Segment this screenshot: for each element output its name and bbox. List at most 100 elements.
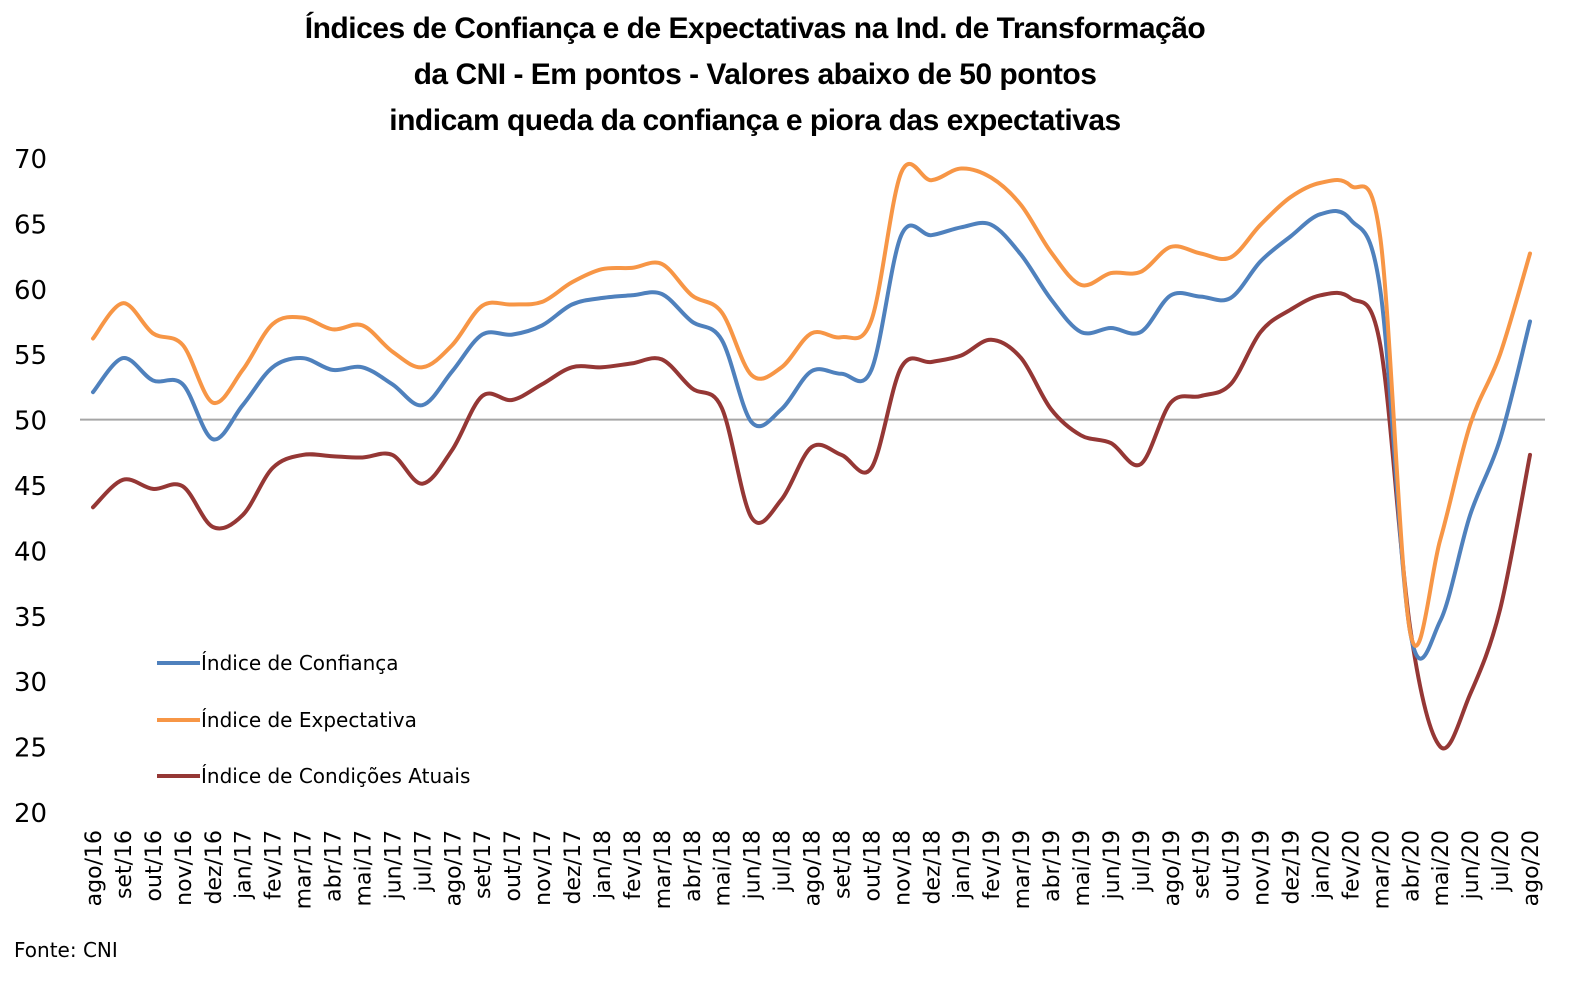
data-point-indice-de-condicoes-atuais: [1079, 433, 1083, 437]
data-point-indice-de-confianca: [211, 437, 215, 441]
data-point-indice-de-confianca: [420, 403, 424, 407]
data-point-indice-de-expectativa: [1498, 352, 1502, 356]
data-point-indice-de-condicoes-atuais: [750, 516, 754, 520]
x-tick-label: jan/18: [591, 830, 616, 900]
data-point-indice-de-confianca: [1318, 212, 1322, 216]
x-tick-label: set/16: [112, 830, 137, 899]
data-point-indice-de-confianca: [1378, 288, 1382, 292]
data-point-indice-de-confianca: [450, 369, 454, 373]
y-tick-label: 40: [14, 537, 47, 567]
data-point-indice-de-condicoes-atuais: [780, 497, 784, 501]
x-tick-label: abr/17: [322, 830, 347, 902]
x-tick-label: mar/18: [651, 830, 676, 909]
data-point-indice-de-expectativa: [1408, 631, 1412, 635]
data-point-indice-de-confianca: [1199, 295, 1203, 299]
data-point-indice-de-expectativa: [91, 337, 95, 341]
data-point-indice-de-condicoes-atuais: [1259, 330, 1263, 334]
data-point-indice-de-condicoes-atuais: [1169, 401, 1173, 405]
x-tick-label: out/16: [142, 830, 167, 901]
legend-label: Índice de Condições Atuais: [201, 764, 470, 788]
data-point-indice-de-condicoes-atuais: [510, 398, 514, 402]
x-tick-label: jul/17: [411, 830, 436, 893]
data-point-indice-de-confianca: [959, 225, 963, 229]
data-point-indice-de-confianca: [301, 356, 305, 360]
data-point-indice-de-confianca: [360, 365, 364, 369]
data-point-indice-de-confianca: [780, 407, 784, 411]
x-tick-label: set/19: [1190, 830, 1215, 899]
data-point-indice-de-condicoes-atuais: [1528, 453, 1532, 457]
data-point-indice-de-confianca: [121, 356, 125, 360]
x-tick-label: nov/19: [1250, 830, 1275, 906]
data-point-indice-de-expectativa: [750, 373, 754, 377]
data-point-indice-de-confianca: [1139, 330, 1143, 334]
x-tick-label: jun/17: [381, 830, 406, 900]
data-point-indice-de-expectativa: [151, 331, 155, 335]
data-point-indice-de-confianca: [1289, 234, 1293, 238]
x-axis: ago/16 set/16 out/16 nov/16 dez/16 jan/17 fev/…: [82, 830, 1544, 909]
data-point-indice-de-expectativa: [1438, 538, 1442, 542]
x-tick-label: ago/20: [1519, 830, 1544, 906]
data-point-indice-de-expectativa: [1079, 283, 1083, 287]
data-point-indice-de-confianca: [181, 382, 185, 386]
y-tick-label: 25: [14, 734, 47, 764]
data-point-indice-de-expectativa: [1528, 251, 1532, 255]
x-tick-label: abr/19: [1040, 830, 1065, 902]
x-tick-label: ago/17: [441, 830, 466, 906]
x-tick-label: jul/18: [771, 830, 796, 893]
x-tick-label: dez/16: [202, 830, 227, 904]
data-point-indice-de-confianca: [869, 368, 873, 372]
data-point-indice-de-condicoes-atuais: [480, 394, 484, 398]
data-point-indice-de-expectativa: [211, 401, 215, 405]
data-point-indice-de-expectativa: [510, 302, 514, 306]
data-point-indice-de-confianca: [480, 333, 484, 337]
x-tick-label: mai/19: [1070, 830, 1095, 906]
data-point-indice-de-condicoes-atuais: [121, 478, 125, 482]
data-point-indice-de-condicoes-atuais: [331, 454, 335, 458]
data-point-indice-de-confianca: [1169, 293, 1173, 297]
data-point-indice-de-condicoes-atuais: [1348, 296, 1352, 300]
x-tick-label: mar/19: [1010, 830, 1035, 909]
data-point-indice-de-condicoes-atuais: [420, 482, 424, 486]
data-point-indice-de-confianca: [1109, 326, 1113, 330]
data-point-indice-de-expectativa: [1109, 271, 1113, 275]
legend-item-indice-de-expectativa: Índice de Expectativa: [157, 708, 417, 732]
data-point-indice-de-expectativa: [810, 331, 814, 335]
data-point-indice-de-condicoes-atuais: [181, 484, 185, 488]
data-point-indice-de-condicoes-atuais: [1139, 462, 1143, 466]
data-point-indice-de-confianca: [660, 292, 664, 296]
x-tick-label: nov/16: [172, 830, 197, 906]
data-point-indice-de-condicoes-atuais: [1289, 308, 1293, 312]
y-tick-label: 55: [14, 341, 47, 371]
data-point-indice-de-condicoes-atuais: [540, 382, 544, 386]
x-tick-label: set/18: [830, 830, 855, 899]
data-point-indice-de-expectativa: [1289, 195, 1293, 199]
data-point-indice-de-condicoes-atuais: [989, 338, 993, 342]
data-point-indice-de-confianca: [540, 323, 544, 327]
data-point-indice-de-expectativa: [271, 322, 275, 326]
data-point-indice-de-expectativa: [390, 350, 394, 354]
legend-item-indice-de-confianca: Índice de Confiança: [157, 651, 399, 675]
data-point-indice-de-confianca: [899, 233, 903, 237]
data-point-indice-de-expectativa: [540, 300, 544, 304]
data-point-indice-de-confianca: [91, 390, 95, 394]
x-tick-label: dez/19: [1280, 830, 1305, 904]
data-point-indice-de-condicoes-atuais: [660, 357, 664, 361]
data-point-indice-de-confianca: [1259, 259, 1263, 263]
data-point-indice-de-confianca: [151, 378, 155, 382]
x-tick-label: jan/19: [950, 830, 975, 900]
data-point-indice-de-confianca: [271, 365, 275, 369]
chart-title-line-2: da CNI - Em pontos - Valores abaixo de 5…: [413, 58, 1097, 91]
data-point-indice-de-condicoes-atuais: [1109, 441, 1113, 445]
data-point-indice-de-expectativa: [1049, 250, 1053, 254]
data-point-indice-de-condicoes-atuais: [450, 448, 454, 452]
x-tick-label: mar/20: [1369, 830, 1394, 909]
x-tick-label: ago/16: [82, 830, 107, 906]
data-point-indice-de-confianca: [1468, 513, 1472, 517]
data-point-indice-de-expectativa: [720, 310, 724, 314]
y-tick-label: 70: [14, 145, 47, 175]
data-point-indice-de-condicoes-atuais: [899, 365, 903, 369]
x-tick-label: jul/19: [1130, 830, 1155, 893]
chart-title-line-3: indicam queda da confiança e piora das e…: [389, 104, 1121, 137]
data-point-indice-de-confianca: [241, 403, 245, 407]
data-point-indice-de-expectativa: [241, 368, 245, 372]
